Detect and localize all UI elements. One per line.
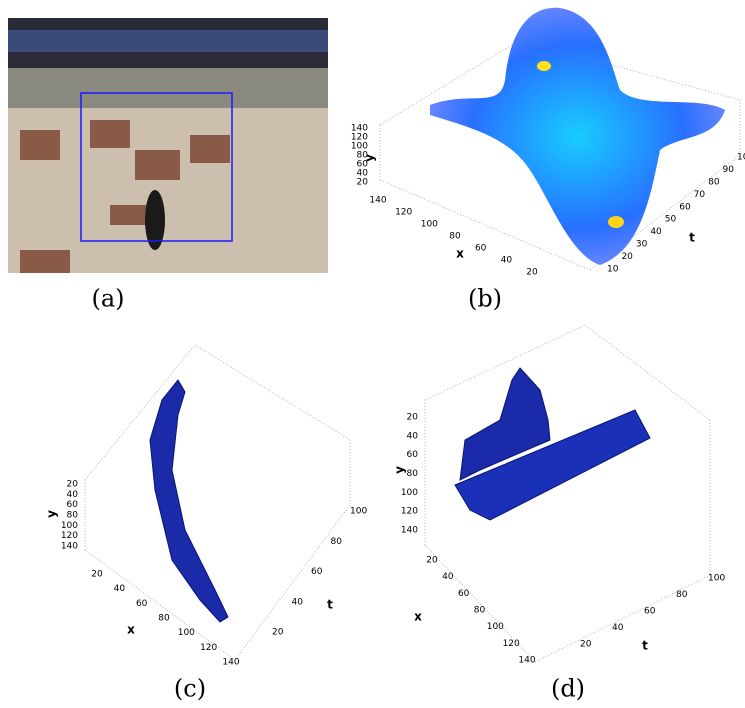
tick-label: 40 <box>612 623 624 633</box>
tick-label: 80 <box>67 511 79 521</box>
tick-label: 10 <box>607 265 619 275</box>
tick-label: 120 <box>351 133 368 143</box>
tick-label: 60 <box>311 567 323 577</box>
tick-label: 140 <box>401 526 418 536</box>
tick-label: 80 <box>158 614 170 624</box>
caption: (b) <box>468 285 502 313</box>
tick-label: 100 <box>350 507 367 517</box>
tick-label: 60 <box>136 599 148 609</box>
tick-label: 120 <box>401 507 418 517</box>
tick-label: 80 <box>708 177 720 187</box>
tick-label: 80 <box>357 151 369 161</box>
tick-label: 120 <box>503 639 520 649</box>
photo <box>8 18 328 273</box>
tick-label: 40 <box>357 169 369 179</box>
tick-label: 80 <box>449 232 461 242</box>
grid-c <box>84 344 351 661</box>
axis-label: y <box>45 510 59 518</box>
tick-label: 100 <box>178 628 195 638</box>
tick-label: 60 <box>679 202 691 212</box>
grid-d <box>424 324 711 663</box>
tick-label: 60 <box>475 244 487 254</box>
tick-label: 80 <box>331 537 343 547</box>
tick-label: 140 <box>222 658 239 668</box>
tick-label: 20 <box>357 178 369 188</box>
tick-label: 140 <box>351 124 368 134</box>
axis-label: t <box>327 598 333 612</box>
tick-label: 100 <box>61 521 78 531</box>
tick-label: 20 <box>526 268 538 278</box>
tick-label: 20 <box>426 556 438 566</box>
volume-b <box>430 7 725 266</box>
caption: (c) <box>174 675 206 703</box>
tick-label: 20 <box>272 628 284 638</box>
axis-label: x <box>414 610 422 624</box>
tick-label: 80 <box>407 469 419 479</box>
tick-label: 40 <box>442 572 454 582</box>
tick-label: 100 <box>421 220 438 230</box>
tick-label: 140 <box>369 196 386 206</box>
tick-label: 100 <box>487 622 504 632</box>
tick-label: 80 <box>474 606 486 616</box>
tick-label: 80 <box>676 590 688 600</box>
tick-label: 60 <box>644 607 656 617</box>
caption: (a) <box>91 285 124 313</box>
tick-label: 60 <box>67 500 79 510</box>
tick-label: 70 <box>694 190 706 200</box>
tick-label: 40 <box>114 584 126 594</box>
tick-label: 50 <box>665 215 677 225</box>
tick-label: 40 <box>292 597 304 607</box>
axis-label: x <box>127 623 135 637</box>
tick-label: 120 <box>395 208 412 218</box>
tick-label: 20 <box>407 413 419 423</box>
tick-label: 20 <box>67 480 79 490</box>
tick-label: 140 <box>61 542 78 552</box>
grid-b <box>379 39 741 271</box>
tick-label: 20 <box>91 570 103 580</box>
tick-label: 10 <box>737 153 745 163</box>
tick-label: 60 <box>357 160 369 170</box>
axis-label: y <box>393 466 407 474</box>
tick-label: 120 <box>200 643 217 653</box>
axis-label: t <box>642 639 648 653</box>
tick-label: 30 <box>636 240 648 250</box>
tick-label: 140 <box>518 656 535 666</box>
caption: (d) <box>551 675 585 703</box>
tick-label: 60 <box>458 589 470 599</box>
tick-label: 60 <box>407 450 419 460</box>
tick-label: 40 <box>407 431 419 441</box>
tick-label: 20 <box>621 252 633 262</box>
tick-label: 100 <box>708 574 725 584</box>
tick-label: 40 <box>67 490 79 500</box>
tick-label: 100 <box>401 488 418 498</box>
tick-label: 120 <box>61 531 78 541</box>
tick-label: 40 <box>650 227 662 237</box>
axis-label: x <box>456 247 464 261</box>
tick-label: 100 <box>351 142 368 152</box>
tick-label: 90 <box>723 165 735 175</box>
surface-c <box>149 379 229 623</box>
tick-label: 40 <box>501 256 513 266</box>
axis-label: t <box>689 231 695 245</box>
axis-label: y <box>363 154 377 162</box>
tick-label: 20 <box>580 640 592 650</box>
surface-d <box>454 367 651 521</box>
